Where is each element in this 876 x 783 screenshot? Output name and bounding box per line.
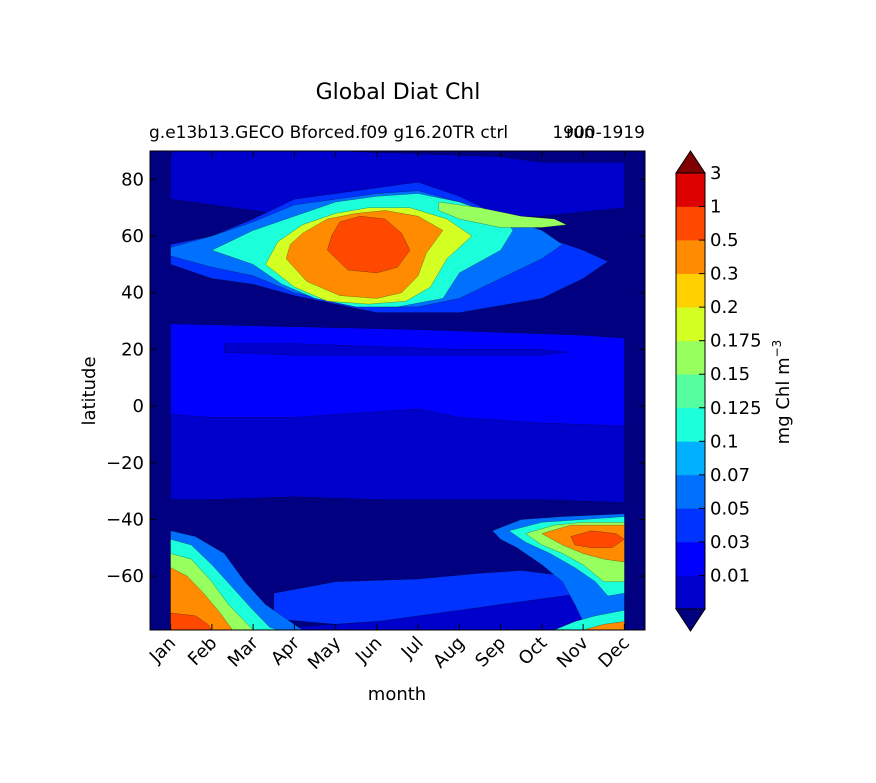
colorbar-label-exponent: −3 <box>770 340 784 358</box>
chart-subtitle-left: g.e13b13.GECO Bforced.f09 g16.20TR ctrl <box>149 123 508 143</box>
colorbar-extend-min <box>675 608 706 632</box>
colorbar-segment <box>676 374 705 409</box>
colorbar-segment <box>676 407 705 442</box>
contour-region <box>438 201 568 228</box>
colorbar-tick-label: 0.2 <box>710 297 739 318</box>
contour-regions <box>170 151 625 630</box>
x-tick-label: Jan <box>145 633 180 668</box>
colorbar-segment <box>676 441 705 476</box>
contour-region <box>170 408 625 503</box>
y-tick-label: −60 <box>106 566 144 587</box>
x-tick-label: Dec <box>594 633 633 672</box>
x-tick-label: Mar <box>224 632 263 671</box>
colorbar-segment <box>676 508 705 543</box>
contour-region <box>583 621 625 630</box>
x-tick-label: Apr <box>267 632 304 669</box>
y-tick-label: 80 <box>121 169 144 190</box>
colorbar-label: mg Chl m−3 <box>770 340 794 445</box>
colorbar-tick-label: 0.175 <box>710 331 762 352</box>
colorbar-tick-label: 0.01 <box>710 565 750 586</box>
colorbar-frame <box>675 172 706 610</box>
colorbar-segment <box>676 474 705 509</box>
y-tick-label: 20 <box>121 339 144 360</box>
colorbar-segment <box>676 206 705 241</box>
colorbar-tick-label: 0.125 <box>710 398 762 419</box>
y-axis: 80 60 40 20 0 −20 −40 −60 <box>106 169 645 587</box>
x-tick-label: Nov <box>553 632 593 672</box>
x-tick-label: Aug <box>429 633 469 673</box>
chart-subtitle-right: 1900-1919 <box>552 123 645 143</box>
colorbar-tick-label: 1 <box>710 197 721 218</box>
colorbar-tick-label: 0.5 <box>710 230 739 251</box>
x-tick-label: Oct <box>515 633 552 670</box>
colorbar-tick-label: 3 <box>710 163 721 184</box>
y-axis-label: latitude <box>79 356 100 425</box>
colorbar-segment <box>676 307 705 341</box>
y-tick-label: 40 <box>121 283 144 304</box>
contour-region <box>570 530 625 548</box>
colorbar-tick-label: 0.05 <box>710 498 750 519</box>
colorbar-segment <box>676 240 705 274</box>
contour-region <box>224 343 567 356</box>
x-tick-label: Sep <box>471 633 510 672</box>
contour-region <box>327 215 411 274</box>
colorbar-segment <box>676 541 705 576</box>
plot-frame <box>149 150 646 631</box>
colorbar-segment <box>676 340 705 375</box>
colorbar-label-text: mg Chl m <box>773 357 794 444</box>
y-tick-label: 0 <box>133 396 144 417</box>
colorbar-tick-label: 0.15 <box>710 364 750 385</box>
colorbar-tick-label: 0.03 <box>710 532 750 553</box>
y-tick-label: 60 <box>121 226 144 247</box>
x-tick-label: Jul <box>397 633 428 664</box>
x-tick-label: Feb <box>184 633 221 670</box>
y-tick-label: −40 <box>106 509 144 530</box>
colorbar-segment <box>676 273 705 308</box>
chart-title: Global Diat Chl <box>316 80 481 105</box>
y-tick-label: −20 <box>106 453 144 474</box>
colorbar-tick-label: 0.3 <box>710 264 739 285</box>
colorbar: 0.01 0.03 0.05 0.07 0.1 0.125 0.15 0.175 0.2 0.3 0… <box>675 150 762 632</box>
colorbar-segment <box>676 575 705 610</box>
colorbar-tick-label: 0.1 <box>710 431 739 452</box>
x-tick-label: May <box>304 632 345 673</box>
x-axis-label: month <box>368 684 426 705</box>
x-tick-label: Jun <box>351 633 386 668</box>
colorbar-extend-max <box>675 150 706 174</box>
contour-region <box>170 567 233 630</box>
colorbar-segment <box>676 173 705 207</box>
colorbar-tick-label: 0.07 <box>710 465 750 486</box>
chart-subtitle-overlap: run <box>566 123 595 143</box>
